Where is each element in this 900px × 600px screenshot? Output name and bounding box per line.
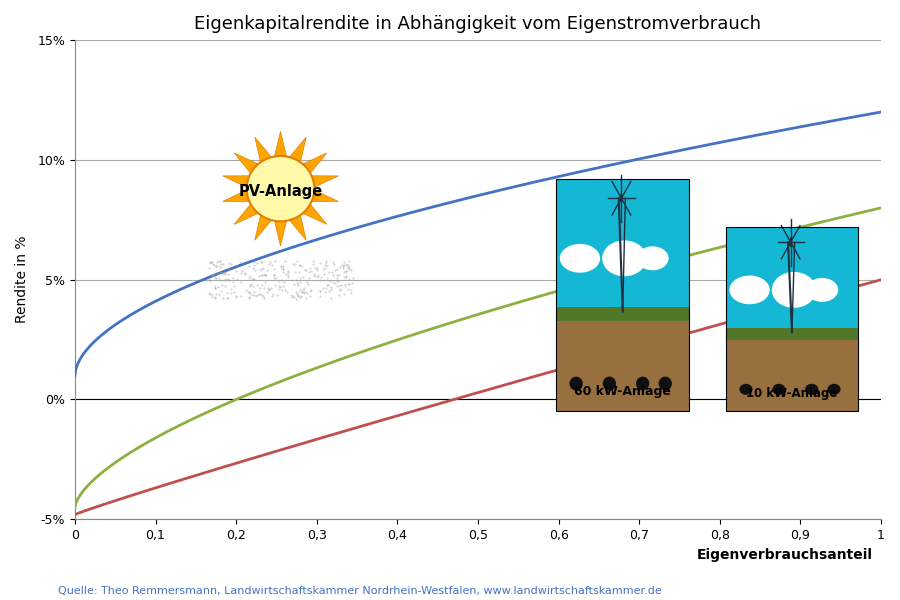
Text: 60 kW-Anlage: 60 kW-Anlage — [574, 385, 671, 398]
Ellipse shape — [264, 172, 297, 205]
Text: Quelle: Theo Remmersmann, Landwirtschaftskammer Nordrhein-Westfalen, www.landwir: Quelle: Theo Remmersmann, Landwirtschaft… — [58, 586, 662, 596]
Polygon shape — [290, 137, 306, 162]
Ellipse shape — [256, 166, 304, 212]
Ellipse shape — [603, 377, 616, 391]
Polygon shape — [222, 176, 249, 187]
FancyBboxPatch shape — [726, 227, 858, 328]
Text: Eigenverbrauchsanteil: Eigenverbrauchsanteil — [697, 548, 873, 562]
Polygon shape — [302, 153, 327, 173]
Y-axis label: Rendite in %: Rendite in % — [15, 236, 29, 323]
Polygon shape — [255, 137, 272, 162]
Polygon shape — [311, 176, 338, 187]
Ellipse shape — [560, 244, 600, 272]
Circle shape — [620, 193, 623, 203]
Polygon shape — [311, 190, 338, 202]
FancyBboxPatch shape — [556, 179, 689, 307]
Ellipse shape — [806, 278, 838, 302]
Ellipse shape — [636, 377, 649, 391]
Ellipse shape — [247, 156, 314, 221]
Title: Eigenkapitalrendite in Abhängigkeit vom Eigenstromverbrauch: Eigenkapitalrendite in Abhängigkeit vom … — [194, 15, 761, 33]
Polygon shape — [222, 190, 249, 202]
Polygon shape — [274, 131, 286, 157]
Circle shape — [789, 238, 792, 247]
Ellipse shape — [659, 377, 672, 391]
FancyBboxPatch shape — [726, 328, 858, 412]
Polygon shape — [255, 215, 272, 240]
Polygon shape — [290, 215, 306, 240]
Polygon shape — [302, 204, 327, 224]
Polygon shape — [234, 153, 258, 173]
Polygon shape — [234, 204, 258, 224]
Polygon shape — [274, 221, 286, 246]
Ellipse shape — [806, 384, 818, 395]
Ellipse shape — [636, 247, 669, 270]
Ellipse shape — [252, 161, 310, 217]
Ellipse shape — [827, 384, 841, 395]
Text: 10 kW-Anlage: 10 kW-Anlage — [746, 388, 838, 400]
Ellipse shape — [570, 377, 583, 391]
Ellipse shape — [772, 272, 816, 308]
Ellipse shape — [772, 384, 786, 395]
FancyBboxPatch shape — [556, 307, 689, 321]
Ellipse shape — [602, 241, 646, 276]
FancyBboxPatch shape — [726, 328, 858, 340]
Ellipse shape — [729, 275, 769, 304]
Text: PV-Anlage: PV-Anlage — [238, 184, 322, 199]
FancyBboxPatch shape — [556, 307, 689, 412]
Ellipse shape — [740, 384, 752, 395]
